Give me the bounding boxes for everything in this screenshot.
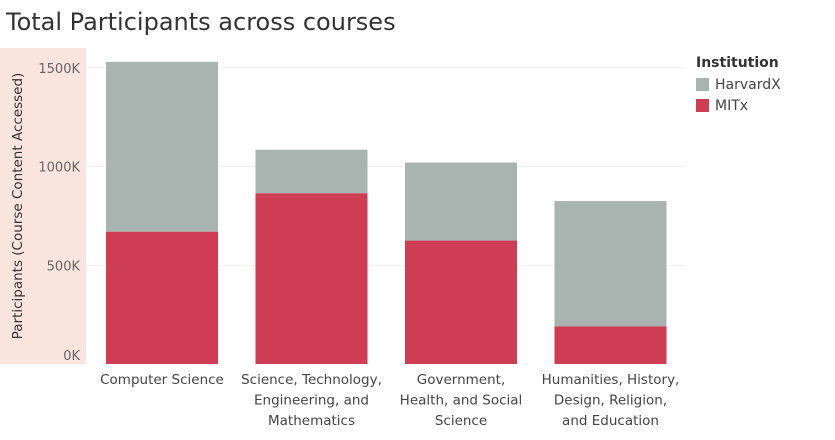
y-tick-label-0: 0K	[63, 349, 80, 364]
x-category-label-1-line-2: Mathematics	[268, 413, 355, 429]
y-tick-label-2: 1000K	[38, 161, 80, 176]
y-tick-label-1: 500K	[47, 259, 81, 274]
bar-mitx-2	[405, 240, 517, 364]
bar-harvardx-1	[255, 149, 368, 194]
legend-item-harvardx[interactable]: HarvardX	[696, 74, 781, 95]
y-axis-band	[0, 48, 86, 364]
legend-label-mitx: MITx	[715, 97, 749, 114]
x-category-label-2-line-2: Science	[435, 413, 487, 429]
legend-item-mitx[interactable]: MITx	[696, 95, 781, 116]
x-category-label-2-line-1: Health, and Social	[400, 393, 523, 409]
x-category-label-3-line-2: and Education	[562, 413, 659, 429]
bar-mitx-1	[255, 193, 368, 364]
legend: Institution HarvardX MITx	[696, 55, 781, 116]
bar-harvardx-0	[106, 61, 218, 232]
bar-harvardx-2	[405, 162, 517, 241]
legend-label-harvardx: HarvardX	[715, 76, 781, 93]
legend-swatch-harvardx	[696, 78, 709, 91]
x-category-label-3-line-0: Humanities, History,	[542, 372, 680, 388]
bar-mitx-0	[106, 231, 218, 364]
bar-harvardx-3	[554, 201, 667, 327]
legend-swatch-mitx	[696, 99, 709, 112]
x-category-label-0-line-0: Computer Science	[100, 372, 224, 388]
y-tick-label-3: 1500K	[38, 62, 80, 77]
x-category-label-1-line-0: Science, Technology,	[241, 372, 382, 388]
bar-mitx-3	[554, 326, 667, 364]
chart-title: Total Participants across courses	[6, 8, 396, 36]
x-category-label-3-line-1: Design, Religion,	[554, 393, 667, 409]
x-category-label-1-line-1: Engineering, and	[254, 393, 369, 409]
x-category-label-2-line-0: Government,	[417, 372, 505, 388]
legend-title: Institution	[696, 55, 779, 71]
